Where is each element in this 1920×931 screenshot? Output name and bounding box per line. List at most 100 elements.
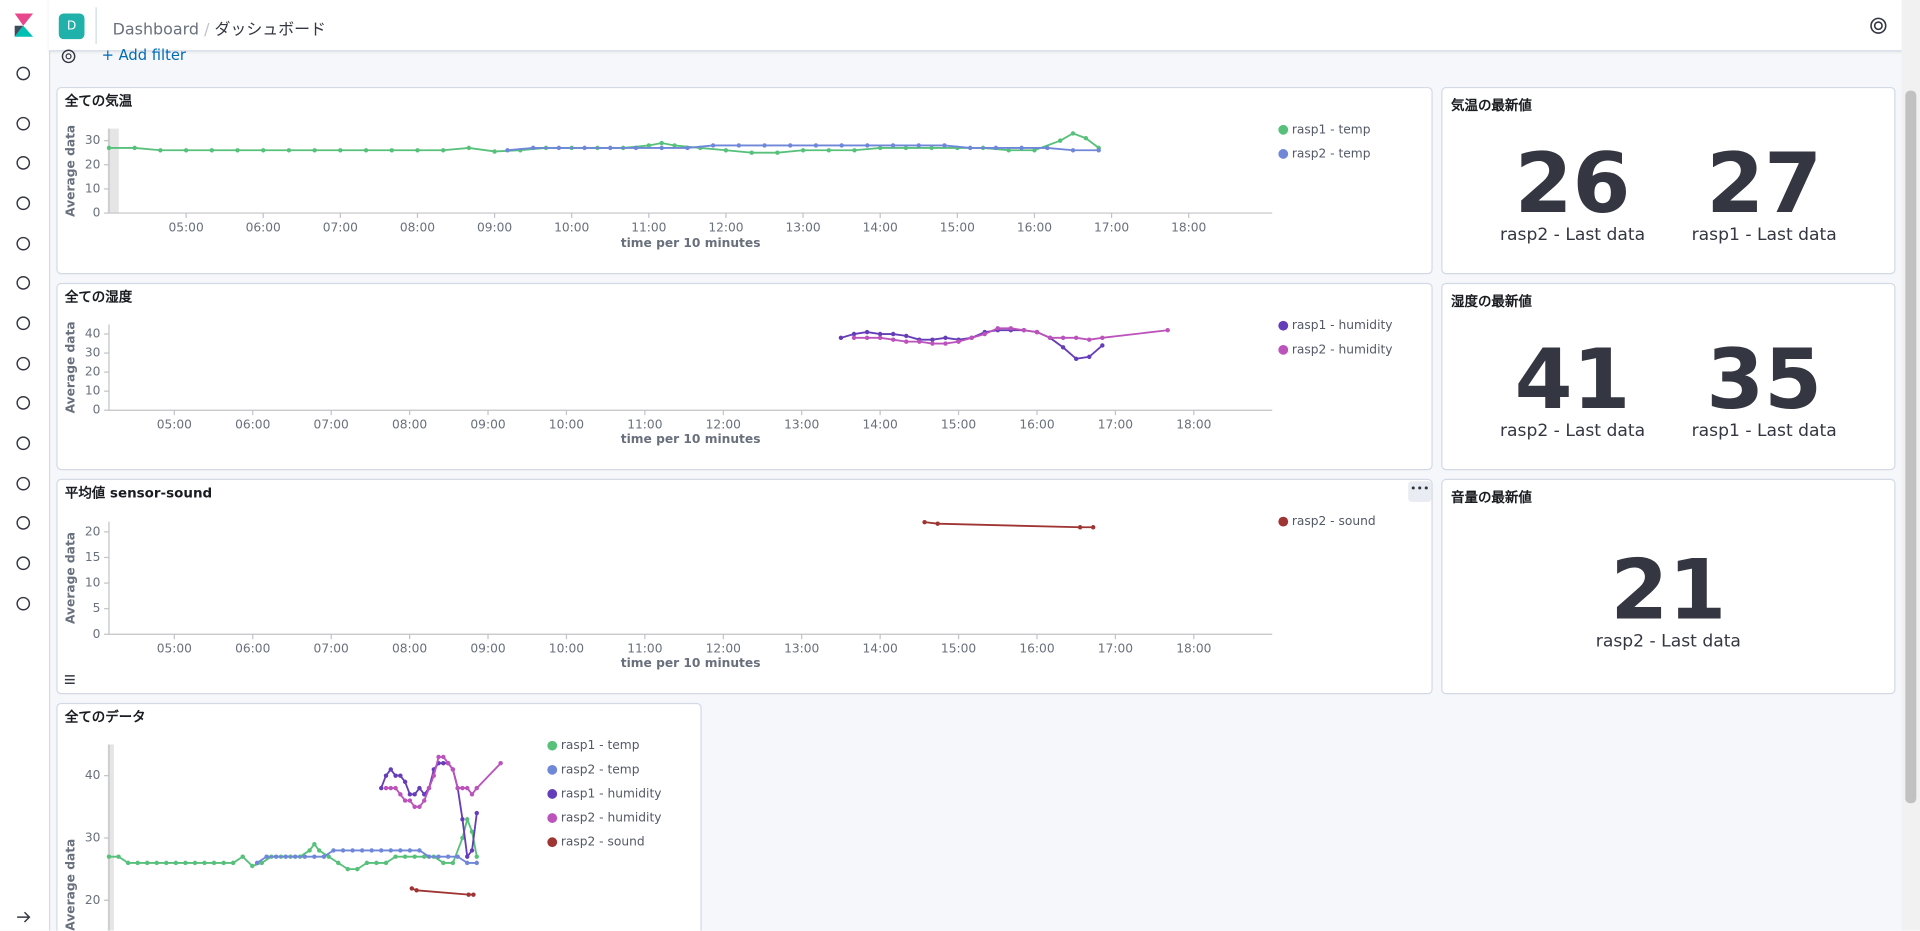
panel	[56, 702, 702, 931]
legend-swatch[interactable]	[547, 764, 558, 775]
data-point	[364, 860, 370, 866]
x-tick-label: 16:00	[1019, 417, 1054, 431]
legend-toggle[interactable]	[62, 672, 77, 687]
legend-swatch[interactable]	[547, 813, 558, 823]
data-point	[852, 148, 857, 153]
nav-icon[interactable]	[16, 436, 31, 451]
series-line	[108, 132, 1100, 154]
chart-title: 平均値 sensor-sound	[65, 484, 212, 501]
legend-label[interactable]: rasp1 - humidity	[561, 786, 662, 800]
legend-swatch[interactable]	[547, 789, 558, 799]
legend-swatch[interactable]	[1278, 149, 1289, 159]
legend-swatch[interactable]	[547, 740, 558, 751]
data-point	[440, 148, 446, 153]
scrollbar[interactable]	[1901, 0, 1920, 931]
add-filter[interactable]: + Add filter	[101, 46, 186, 64]
legend-swatch[interactable]	[1278, 320, 1289, 331]
data-point	[474, 860, 479, 866]
metric: 41 rasp2 - Last data	[1500, 339, 1645, 441]
panel-menu[interactable]: •••	[1408, 481, 1432, 503]
data-point	[1008, 326, 1014, 331]
data-point	[851, 335, 857, 341]
panel	[56, 282, 1433, 471]
metric-panel: 湿度の最新値 41 rasp2 - Last data 35 rasp1 - Las…	[1441, 282, 1896, 471]
data-point	[498, 760, 503, 766]
x-tick-label: 05:00	[157, 641, 192, 655]
panel: •••	[56, 478, 1433, 695]
data-point	[1096, 148, 1101, 153]
data-point	[312, 854, 317, 859]
nav-icon[interactable]	[16, 66, 31, 81]
x-tick-label: 06:00	[235, 641, 270, 655]
legend-label[interactable]: rasp2 - sound	[1292, 514, 1376, 528]
nav-icon[interactable]	[16, 236, 31, 251]
x-tick-label: 12:00	[706, 641, 741, 655]
data-point	[775, 150, 780, 155]
filter-settings[interactable]	[60, 48, 77, 65]
data-point	[890, 143, 896, 148]
data-point	[1073, 335, 1079, 341]
legend-label[interactable]: rasp1 - temp	[561, 738, 640, 752]
data-point	[417, 804, 422, 810]
data-point	[412, 854, 417, 859]
data-point	[116, 854, 121, 859]
nav-icon[interactable]	[16, 356, 31, 371]
x-tick-label: 18:00	[1176, 417, 1211, 431]
data-point	[192, 860, 198, 866]
nav-icon[interactable]	[16, 516, 31, 530]
nav-icon[interactable]	[16, 196, 31, 211]
logo	[14, 13, 34, 26]
data-point	[369, 848, 374, 853]
legend-swatch[interactable]	[1278, 124, 1289, 135]
data-point	[1021, 328, 1027, 333]
x-tick-label: 10:00	[549, 641, 584, 655]
nav-icon[interactable]	[16, 596, 31, 611]
data-point	[864, 329, 870, 335]
scroll-thumb[interactable]	[1905, 90, 1917, 804]
nav-icon[interactable]	[16, 156, 31, 170]
data-point	[417, 785, 422, 791]
metric-value: 21	[1610, 542, 1727, 640]
nav-icon[interactable]	[16, 276, 31, 290]
data-point	[374, 860, 379, 866]
data-point	[293, 854, 298, 859]
metric-value: 35	[1706, 331, 1823, 429]
legend-swatch[interactable]	[1278, 344, 1289, 355]
legend-label[interactable]: rasp1 - temp	[1292, 122, 1371, 136]
data-point	[455, 854, 460, 859]
x-tick-label: 12:00	[708, 220, 743, 234]
metric-value: 27	[1706, 135, 1823, 233]
legend-label[interactable]: rasp2 - temp	[561, 762, 640, 776]
help-icon[interactable]	[1869, 16, 1889, 36]
data-point	[264, 854, 269, 859]
x-tick-label: 11:00	[631, 220, 666, 234]
data-point	[259, 860, 265, 866]
data-point	[286, 148, 292, 153]
legend-label[interactable]: rasp2 - sound	[561, 835, 645, 849]
nav-icon[interactable]	[16, 476, 31, 491]
space-avatar[interactable]: D	[58, 13, 85, 40]
data-point	[929, 145, 934, 151]
nav-collapse	[17, 911, 31, 923]
legend-label[interactable]: rasp1 - humidity	[1292, 318, 1393, 332]
data-point	[1034, 329, 1040, 335]
legend-swatch[interactable]	[1278, 516, 1289, 527]
legend-swatch[interactable]	[547, 837, 558, 848]
legend-label[interactable]: rasp2 - humidity	[1292, 342, 1393, 356]
data-point	[646, 143, 652, 148]
data-point	[1032, 148, 1037, 153]
legend-label[interactable]: rasp2 - temp	[1292, 146, 1371, 160]
data-point	[164, 860, 169, 866]
nav-icon[interactable]	[16, 556, 31, 571]
nav-icon[interactable]	[16, 116, 31, 131]
nav-icon[interactable]	[16, 316, 31, 331]
data-point	[969, 335, 974, 341]
breadcrumb[interactable]: Dashboard	[112, 20, 200, 40]
y-tick-label: 10	[85, 181, 101, 195]
data-point	[441, 754, 446, 760]
x-tick-label: 14:00	[863, 641, 898, 655]
nav-icon[interactable]	[16, 396, 31, 410]
data-point	[106, 145, 112, 151]
series-line	[108, 816, 478, 871]
legend-label[interactable]: rasp2 - humidity	[561, 811, 662, 825]
